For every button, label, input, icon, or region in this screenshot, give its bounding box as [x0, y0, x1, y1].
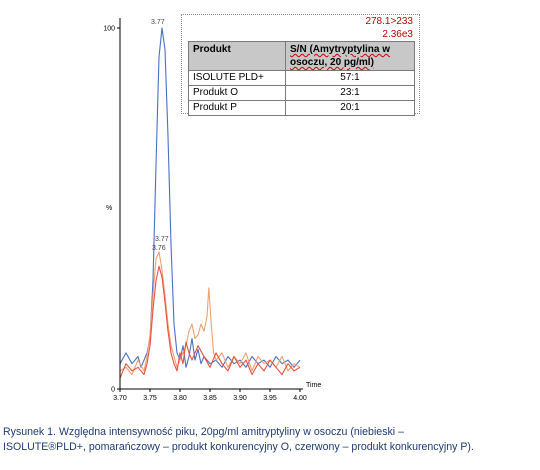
figure-caption: Rysunek 1. Względna intensywność piku, 2…: [3, 425, 537, 455]
chromatogram-chart: 3.70 3.75 3.80 3.85 3.90 3.95 4.00 0 100 Time %…: [103, 18, 321, 402]
caption-line-2: ISOLUTE®PLD+, pomarańczowy – produkt kon…: [3, 441, 474, 453]
table-row: Produkt P 20:1: [188, 100, 415, 116]
table-cell-sn: 20:1: [285, 100, 415, 116]
sn-table: Produkt S/N (Amytryptylina w osoczu, 20 …: [188, 41, 415, 116]
peak-label-red: 3.76: [152, 245, 166, 252]
peak-label-blue: 3.77: [151, 19, 165, 26]
table-cell-product: Produkt O: [188, 85, 286, 101]
x-tick-label: 4.00: [293, 395, 307, 402]
y-ticks: 0 100: [103, 26, 120, 394]
x-axis-label: Time: [306, 382, 321, 389]
x-tick-label: 3.70: [113, 395, 127, 402]
table-cell-sn: 23:1: [285, 85, 415, 101]
series-line-2: [119, 265, 301, 379]
x-ticks: 3.70 3.75 3.80 3.85 3.90 3.95 4.00: [113, 389, 307, 402]
results-box: 278.1>233 2.36e3 Produkt S/N (Amytryptyl…: [181, 14, 420, 116]
table-cell-product: Produkt P: [188, 100, 286, 116]
table-cell-product: ISOLUTE PLD+: [188, 70, 286, 86]
table-header-sn: S/N (Amytryptylina w osoczu, 20 pg/ml): [285, 41, 415, 71]
table-header-row: Produkt S/N (Amytryptylina w osoczu, 20 …: [188, 41, 415, 71]
x-tick-label: 3.80: [173, 395, 187, 402]
y-axis-label: %: [106, 205, 112, 212]
caption-line-1: Rysunek 1. Względna intensywność piku, 2…: [3, 426, 404, 438]
x-tick-label: 3.95: [263, 395, 277, 402]
intensity-label: 2.36e3: [382, 29, 413, 40]
table-cell-sn: 57:1: [285, 70, 415, 86]
x-tick-label: 3.85: [203, 395, 217, 402]
table-header-sn-text: S/N (Amytryptylina w osoczu, 20 pg/ml): [290, 44, 391, 68]
chart-series-group: [119, 27, 301, 379]
y-tick-label: 0: [111, 387, 115, 394]
table-header-product: Produkt: [188, 41, 286, 71]
series-line-1: [119, 251, 301, 376]
y-tick-label: 100: [103, 26, 115, 33]
peak-label-orange: 3.77: [155, 236, 169, 243]
mrm-transition-label: 278.1>233: [365, 16, 413, 27]
x-tick-label: 3.90: [233, 395, 247, 402]
table-row: Produkt O 23:1: [188, 85, 415, 101]
x-tick-label: 3.75: [143, 395, 157, 402]
table-row: ISOLUTE PLD+ 57:1: [188, 70, 415, 86]
